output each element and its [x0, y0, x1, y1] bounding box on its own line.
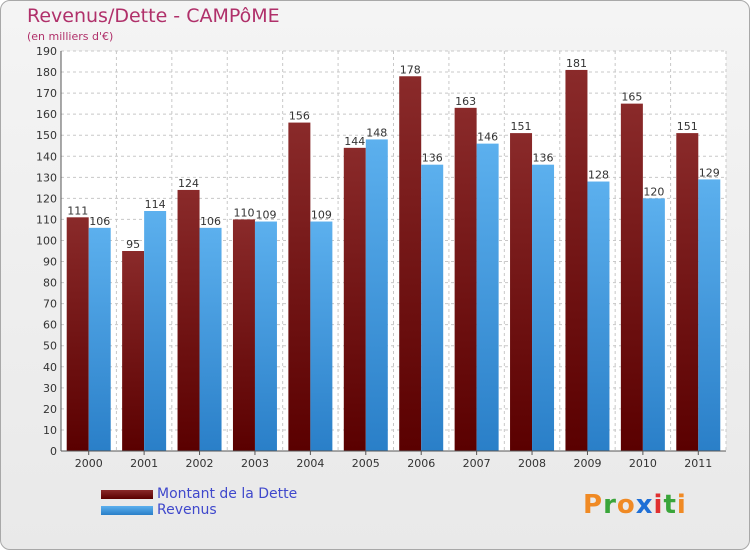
bar-value-label-revenus: 148: [366, 126, 387, 139]
x-tick-label: 2010: [629, 457, 657, 470]
y-tick-label: 90: [43, 256, 57, 269]
bar-dette: [177, 189, 200, 451]
logo-letter: P: [583, 490, 604, 520]
bar-value-label-revenus: 146: [477, 131, 498, 144]
y-tick-label: 70: [43, 298, 57, 311]
x-tick-label: 2007: [463, 457, 491, 470]
x-tick-label: 2006: [407, 457, 435, 470]
bar-value-label-dette: 110: [233, 206, 254, 219]
y-tick-label: 190: [36, 45, 57, 58]
chart-subtitle: (en milliers d'€): [27, 30, 114, 43]
logo-letter: t: [663, 490, 677, 520]
bar-dette: [620, 103, 643, 451]
x-tick-label: 2005: [352, 457, 380, 470]
bar-revenus: [254, 221, 277, 451]
bar-value-label-dette: 165: [621, 91, 642, 104]
bar-value-label-revenus: 136: [422, 152, 443, 165]
bar-dette: [510, 133, 533, 451]
bar-dette: [454, 107, 477, 451]
y-tick-label: 100: [36, 234, 57, 247]
bar-value-label-dette: 181: [566, 57, 587, 70]
y-tick-label: 110: [36, 213, 57, 226]
y-tick-label: 20: [43, 403, 57, 416]
y-tick-label: 30: [43, 382, 57, 395]
y-tick-label: 0: [50, 445, 57, 458]
bar-revenus: [199, 227, 222, 451]
bar-revenus: [642, 198, 665, 451]
bar-value-label-revenus: 106: [89, 215, 110, 228]
bar-dette: [288, 122, 311, 451]
bar-value-label-dette: 144: [344, 135, 365, 148]
bar-value-label-revenus: 129: [699, 166, 720, 179]
legend-swatch-revenus: [101, 506, 153, 515]
x-tick-label: 2004: [296, 457, 324, 470]
bar-value-label-revenus: 109: [311, 209, 332, 222]
y-tick-label: 130: [36, 171, 57, 184]
x-tick-label: 2000: [75, 457, 103, 470]
bar-value-label-revenus: 109: [255, 209, 276, 222]
bar-dette: [343, 147, 366, 451]
bar-value-label-dette: 151: [511, 120, 532, 133]
legend-label-revenus: Revenus: [157, 502, 217, 518]
y-tick-label: 10: [43, 424, 57, 437]
bar-revenus: [532, 164, 555, 451]
bar-dette: [122, 251, 145, 451]
bar-revenus: [698, 179, 721, 451]
y-tick-label: 170: [36, 87, 57, 100]
bar-revenus: [365, 139, 388, 451]
y-tick-label: 180: [36, 66, 57, 79]
proxiti-logo: Proxiti: [583, 490, 687, 520]
bar-dette: [565, 69, 588, 452]
x-tick-label: 2009: [573, 457, 601, 470]
chart-title: Revenus/Dette - CAMPôME: [27, 5, 280, 27]
legend-label-dette: Montant de la Dette: [157, 486, 298, 502]
logo-letter: o: [616, 490, 636, 520]
bar-value-label-dette: 151: [677, 120, 698, 133]
logo-letter: i: [676, 490, 687, 520]
bar-value-label-revenus: 136: [533, 152, 554, 165]
y-tick-label: 50: [43, 340, 57, 353]
bar-revenus: [421, 164, 444, 451]
bar-value-label-revenus: 128: [588, 169, 609, 182]
bar-revenus: [476, 143, 499, 451]
y-tick-label: 150: [36, 129, 57, 142]
bar-value-label-dette: 163: [455, 95, 476, 108]
bar-revenus: [88, 227, 111, 451]
bar-revenus: [587, 181, 610, 452]
logo-letter: r: [603, 490, 617, 520]
bar-value-label-dette: 124: [178, 177, 199, 190]
y-tick-label: 40: [43, 361, 57, 374]
bar-dette: [676, 133, 699, 451]
bar-value-label-revenus: 114: [145, 198, 166, 211]
x-tick-label: 2011: [684, 457, 712, 470]
y-tick-label: 80: [43, 277, 57, 290]
bar-value-label-revenus: 120: [643, 185, 664, 198]
bar-value-label-dette: 178: [400, 63, 421, 76]
y-tick-label: 160: [36, 108, 57, 121]
bar-value-label-dette: 156: [289, 110, 310, 123]
legend-swatch-dette: [101, 490, 153, 499]
x-tick-label: 2003: [241, 457, 269, 470]
bar-value-label-dette: 95: [126, 238, 140, 251]
logo-letter: x: [635, 490, 654, 520]
bar-dette: [232, 219, 255, 451]
bar-dette: [399, 76, 422, 452]
bar-value-label-dette: 111: [67, 204, 88, 217]
x-tick-label: 2008: [518, 457, 546, 470]
y-tick-label: 140: [36, 150, 57, 163]
bar-dette: [66, 217, 89, 451]
bar-revenus: [310, 221, 333, 451]
logo-letter: i: [653, 490, 664, 520]
y-tick-label: 120: [36, 192, 57, 205]
bar-revenus: [144, 211, 167, 451]
bar-value-label-revenus: 106: [200, 215, 221, 228]
y-tick-label: 60: [43, 319, 57, 332]
x-tick-label: 2002: [186, 457, 214, 470]
x-tick-label: 2001: [130, 457, 158, 470]
